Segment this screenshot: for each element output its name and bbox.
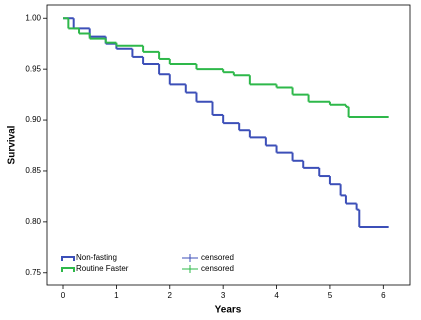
x-tick-label: 5: [328, 291, 333, 300]
x-tick-label: 3: [221, 291, 226, 300]
legend-label: Routine Faster: [76, 264, 129, 273]
legend-swatch: [61, 256, 75, 261]
x-tick-label: 4: [274, 291, 279, 300]
legend-swatch: [61, 267, 75, 272]
y-tick-label: 0.95: [25, 64, 41, 73]
y-axis-title: Survival: [7, 125, 18, 164]
x-tick-label: 2: [168, 291, 173, 300]
legend-censor-label: censored: [201, 264, 234, 273]
y-tick-label: 0.85: [25, 166, 41, 175]
legend-censor-label: censored: [201, 253, 234, 262]
legend-label: Non-fasting: [76, 253, 117, 262]
x-tick-label: 0: [61, 291, 66, 300]
y-tick-label: 1.00: [25, 13, 41, 22]
plot-frame: [46, 4, 411, 286]
y-tick-label: 0.80: [25, 217, 41, 226]
x-tick-label: 6: [381, 291, 386, 300]
y-tick-label: 0.90: [25, 115, 41, 124]
x-tick-label: 1: [114, 291, 119, 300]
y-tick-label: 0.75: [25, 268, 41, 277]
x-axis-title: Years: [215, 305, 242, 316]
